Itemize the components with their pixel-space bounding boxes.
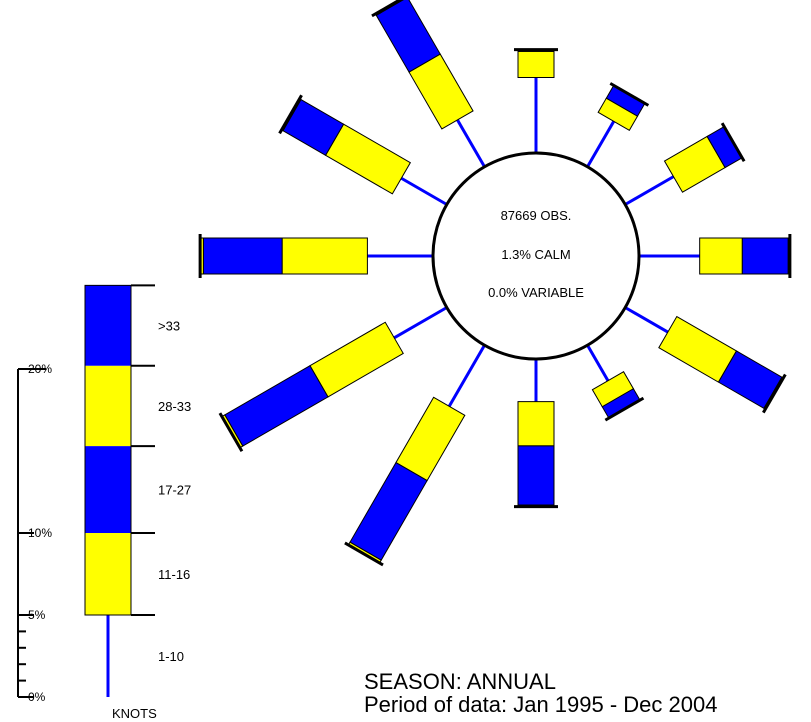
spoke-30-deg — [586, 82, 650, 168]
legend-segment — [85, 446, 131, 533]
spoke-segment-11-16 — [281, 237, 368, 275]
obs-count-text: 87669 OBS. — [501, 208, 572, 223]
spoke-segment-1-10 — [586, 344, 610, 382]
spoke-segment-1-10 — [456, 119, 486, 168]
spoke-270-deg — [198, 234, 433, 278]
legend-tick-label: 5% — [28, 608, 46, 622]
spoke-end-cap — [609, 82, 650, 107]
spoke-segment-17-27 — [349, 461, 428, 561]
spoke-90-deg — [639, 234, 792, 278]
spoke-segment-1-10 — [624, 306, 669, 334]
spoke-segment-17-27 — [224, 365, 329, 447]
spoke-segment-11-16 — [517, 50, 555, 79]
calm-circle — [431, 151, 641, 361]
spoke-segment-1-10 — [400, 176, 448, 206]
legend-bin-label: 11-16 — [158, 567, 190, 582]
legend-segment — [85, 533, 131, 615]
spoke-60-deg — [624, 122, 746, 206]
legend-bin-label: >33 — [158, 319, 180, 334]
spoke-segment-17-27 — [517, 445, 555, 506]
spoke-segment-1-10 — [586, 120, 616, 168]
season-text: SEASON: ANNUAL — [364, 669, 556, 694]
spoke-150-deg — [586, 344, 645, 422]
spoke-segment-11-16 — [309, 321, 404, 398]
period-text: Period of data: Jan 1995 - Dec 2004 — [364, 692, 717, 717]
spoke-segment-17-27 — [741, 237, 789, 275]
spoke-end-cap — [371, 0, 403, 18]
spoke-180-deg — [514, 359, 558, 509]
legend-tick-label: 0% — [28, 690, 46, 704]
legend-bin-label: 28-33 — [158, 399, 191, 414]
spoke-segment-11-16 — [699, 237, 743, 275]
spoke-end-cap — [762, 373, 787, 414]
spoke-end-cap — [278, 94, 303, 135]
direction-spokes — [198, 0, 792, 567]
spoke-330-deg — [371, 0, 486, 168]
legend-units-label: KNOTS — [112, 706, 157, 721]
spoke-0-deg — [514, 48, 558, 153]
spoke-end-cap — [720, 122, 746, 162]
legend-bin-label: 1-10 — [158, 649, 184, 664]
spoke-end-cap — [604, 396, 645, 422]
legend-segment — [85, 365, 131, 447]
legend-bar-outline — [84, 284, 132, 616]
spoke-240-deg — [218, 306, 448, 452]
legend: 0% 5% 10% 20% 1-10 11-16 17-27 28-33 >33 KNOTS — [17, 284, 191, 721]
spoke-segment-1-10 — [624, 175, 675, 206]
legend-bin-label: 17-27 — [158, 483, 191, 498]
spoke-segment-11-16 — [517, 401, 555, 447]
spoke-segment-1-10 — [447, 344, 486, 408]
variable-percent-text: 0.0% VARIABLE — [488, 285, 584, 300]
spoke-segment-17-27 — [202, 237, 283, 275]
spoke-120-deg — [624, 306, 787, 414]
spoke-300-deg — [278, 94, 448, 206]
legend-segment — [85, 285, 131, 366]
spoke-end-cap — [218, 412, 244, 452]
spoke-segment-1-10 — [393, 306, 448, 340]
spoke-end-cap — [344, 541, 384, 567]
legend-tick-label: 20% — [28, 362, 52, 376]
spoke-segment-11-16 — [324, 123, 412, 195]
legend-tick-label: 10% — [28, 526, 52, 540]
calm-percent-text: 1.3% CALM — [501, 247, 570, 262]
spoke-210-deg — [344, 344, 486, 567]
